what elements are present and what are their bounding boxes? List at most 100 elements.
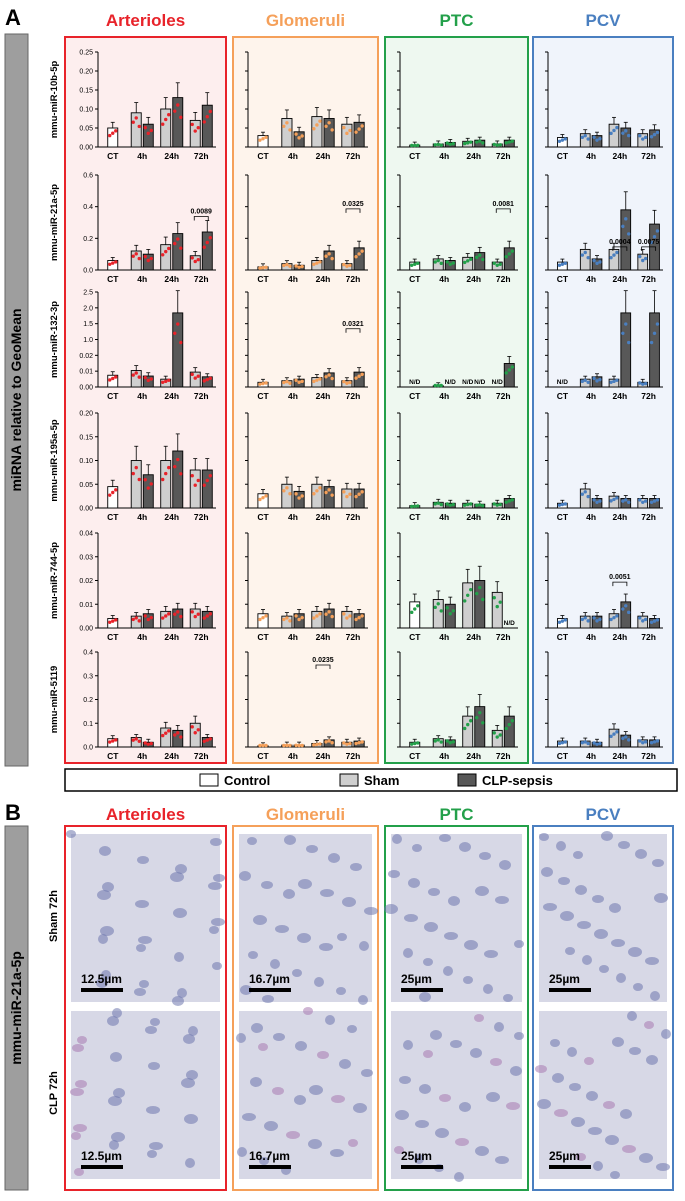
data-point [190,725,194,729]
y-tick-label: 0.05 [79,482,93,489]
data-point [324,612,328,616]
mirna-label-3: mmu-miR-195a-5p [49,419,60,502]
nucleus [339,1059,351,1069]
legend-swatch-1 [339,773,359,787]
nucleus [185,1158,195,1168]
nucleus [350,863,362,871]
data-point [354,741,358,746]
nucleus [464,940,478,950]
y-tick-label: 0.02 [79,578,93,585]
data-point [433,260,437,264]
data-point [354,494,358,499]
data-point [342,125,346,130]
chart-4-1: CT 4h 24h 72h [245,532,368,642]
nucleus [148,1062,160,1070]
x-tick-label: 72h [496,632,511,642]
x-tick-label: 24h [164,151,179,161]
x-tick-label: CT [557,751,569,761]
x-tick-label: CT [107,391,119,401]
data-point [510,498,514,502]
data-point [451,740,455,744]
data-point [134,737,138,741]
data-point [167,378,171,383]
data-point [294,492,298,496]
data-point [149,256,153,261]
pvalue-bracket [612,246,628,251]
data-point [264,614,268,618]
data-point [193,614,197,619]
nucleus [110,1052,122,1062]
data-point [288,264,292,268]
data-point [315,742,319,747]
pvalue-bracket [612,581,628,587]
data-point [342,490,346,494]
data-point [445,141,449,145]
data-point [173,733,177,737]
data-point [114,618,118,622]
data-point [315,123,319,127]
nucleus [328,853,340,863]
x-tick-label: 72h [346,274,361,284]
data-point [560,740,565,745]
y-tick-label: 0.0 [83,745,93,752]
nucleus [576,1153,586,1161]
pvalue-label: 0.0051 [609,574,631,581]
nucleus [211,918,225,926]
nucleus [294,1095,306,1105]
x-tick-label: 24h [164,632,179,642]
data-point [196,126,200,130]
data-point [111,131,115,135]
data-point [469,502,473,506]
data-point [324,490,328,495]
data-point [146,486,150,490]
chart-1-0: 0.0 0.2 0.4 0.6 CT 4h 24h 72h [83,173,216,284]
b-region-header-2: PTC [440,805,474,824]
x-tick-label: 72h [641,751,656,761]
data-point [563,502,568,506]
data-point [649,240,654,245]
nucleus [618,841,630,849]
nucleus [359,941,369,951]
nucleus [399,1076,411,1084]
nucleus [588,1127,602,1135]
x-tick-label: CT [107,274,119,284]
nucleus [475,1146,489,1156]
nucleus [100,926,114,936]
x-tick-label: 24h [316,151,331,161]
nucleus [404,914,418,922]
nucleus [320,889,334,897]
nucleus [586,1091,598,1101]
data-point [161,122,165,126]
nucleus [622,1145,636,1153]
x-tick-label: 4h [586,632,596,642]
nucleus [101,970,111,980]
scale-bar [549,988,591,992]
data-point [649,620,654,624]
data-point [208,737,212,741]
data-point [143,478,147,482]
pvalue-label: 0.0075 [638,239,660,246]
x-tick-label: CT [409,632,421,642]
x-tick-label: 4h [137,512,147,522]
data-point [193,129,197,133]
data-point [318,260,322,264]
x-tick-label: CT [409,391,421,401]
data-point [285,486,289,490]
data-point [134,465,138,470]
data-point [609,617,613,622]
data-point [164,379,168,384]
data-point [342,741,346,745]
data-point [108,493,112,497]
data-point [451,609,455,613]
x-tick-label: 4h [586,751,596,761]
data-point [638,133,642,138]
data-point [146,258,150,263]
nucleus [537,1099,551,1109]
data-point [345,131,349,136]
data-point [134,616,138,620]
nucleus [97,890,111,900]
nucleus [237,1147,247,1157]
data-point [592,616,596,620]
data-point [560,619,565,623]
scale-bar [81,1165,123,1169]
